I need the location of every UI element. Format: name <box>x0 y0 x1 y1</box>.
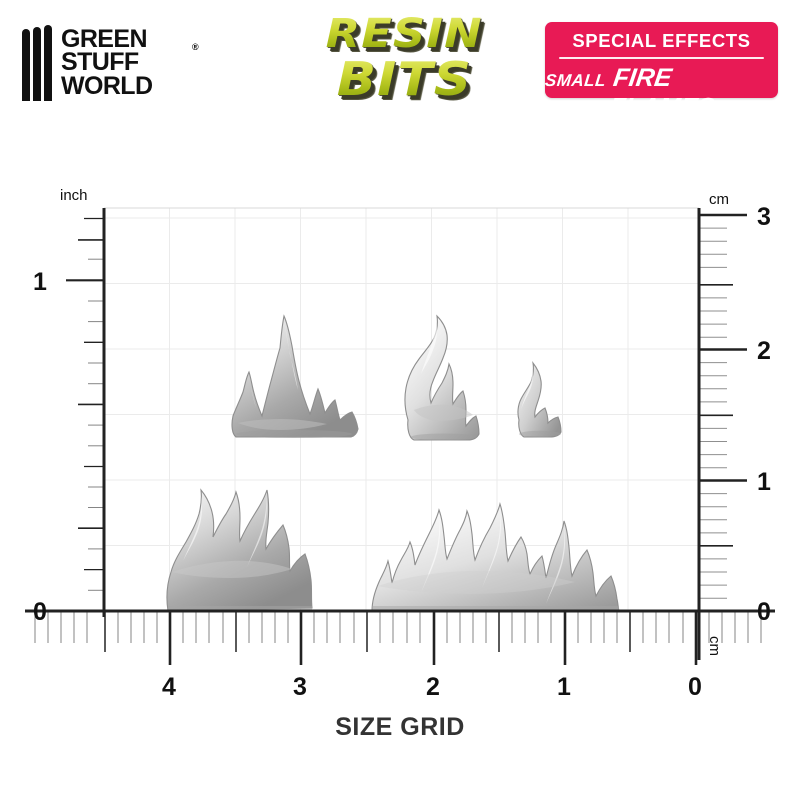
resin-flame-wall-large <box>371 502 620 612</box>
resin-flame-medium-wide <box>231 314 359 438</box>
resin-bits-logo: RESIN BITS <box>296 14 512 110</box>
badge-divider <box>559 57 764 59</box>
logo-line-2: STUFF <box>61 48 139 77</box>
tick-label-bottom-0: 0 <box>688 673 702 701</box>
logo-line-3: WORLD <box>61 71 153 100</box>
resin-bits-line-1: RESIN <box>325 11 483 57</box>
header: GREEN STUFF WORLD ® RESIN BITS SPECIAL E… <box>0 0 800 122</box>
size-grid-chart: inch cm cm 0 1 3 2 1 0 4 3 2 1 0 SIZE GR… <box>0 120 800 800</box>
tick-label-bottom-4: 4 <box>162 673 176 701</box>
ruler-left-inch-ticks <box>66 217 104 613</box>
tick-label-bottom-1: 1 <box>557 673 571 701</box>
registered-trademark-icon: ® <box>192 42 199 52</box>
axis-label-right-unit: cm <box>709 191 729 208</box>
badge-size-label: SMALL <box>544 71 608 90</box>
badge-top-label: SPECIAL EFFECTS <box>572 30 751 51</box>
tick-label-bottom-3: 3 <box>293 673 307 701</box>
resin-bits-line-2: BITS <box>336 52 472 106</box>
tick-label-right-2: 2 <box>757 337 771 365</box>
axis-label-bottom-unit: cm <box>706 636 723 656</box>
badge-product-label: FIRE FLAMES <box>607 63 717 122</box>
resin-flame-small <box>517 361 562 438</box>
tick-label-right-3: 3 <box>757 203 771 231</box>
logo-line-1: GREEN <box>61 25 148 54</box>
resin-flame-medium-tall <box>404 314 480 441</box>
tick-label-left-1: 1 <box>33 268 47 296</box>
resin-flame-large-cluster <box>166 488 313 612</box>
axis-label-left-unit: inch <box>60 187 88 204</box>
green-stuff-world-logo: GREEN STUFF WORLD ® <box>22 20 202 106</box>
ruler-bottom-cm-ticks <box>34 611 762 665</box>
logo-bars-icon <box>22 25 52 101</box>
page-title: SIZE GRID <box>335 713 465 741</box>
tick-label-left-0: 0 <box>33 598 47 626</box>
special-effects-badge: SPECIAL EFFECTS SMALL FIRE FLAMES <box>544 22 778 122</box>
tick-label-bottom-2: 2 <box>426 673 440 701</box>
ruler-right-cm-ticks <box>699 213 747 613</box>
tick-label-right-0: 0 <box>757 598 771 626</box>
tick-label-right-1: 1 <box>757 468 771 496</box>
